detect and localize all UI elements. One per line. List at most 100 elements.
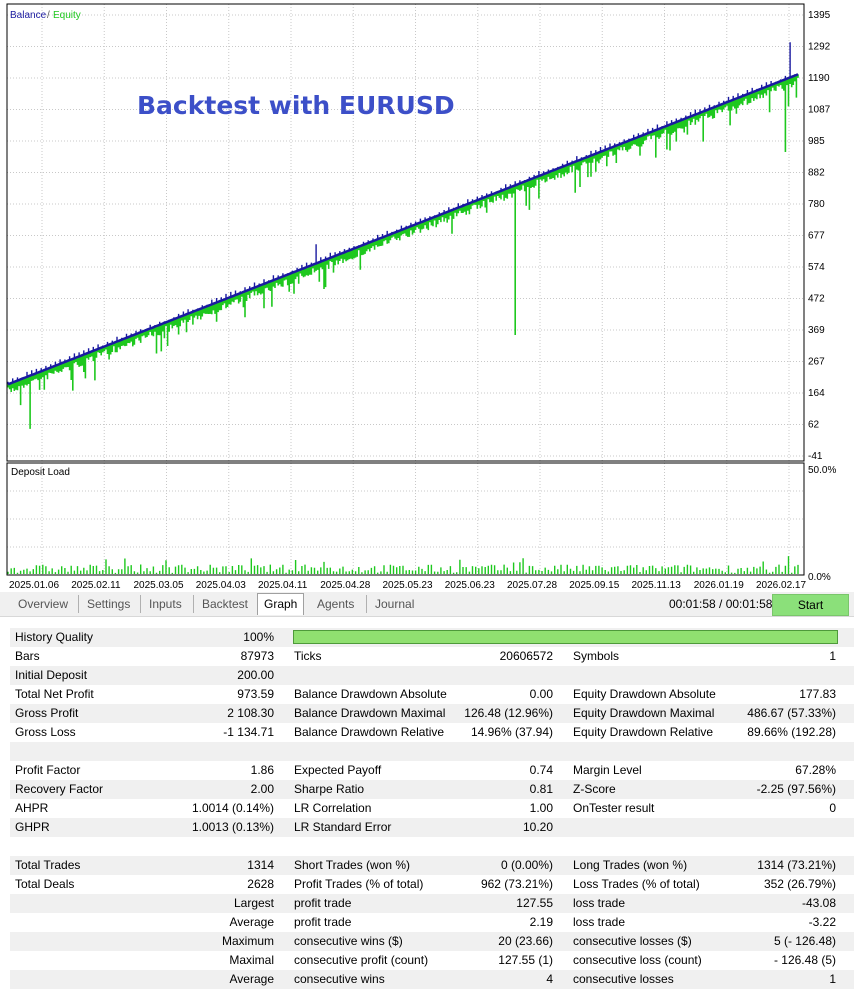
results-row: Profit Factor 1.86 Expected Payoff 0.74 Marg… <box>10 761 854 780</box>
results-row: Bars 87973 Ticks 20606572 Symbols 1 <box>10 647 854 666</box>
legend-balance: Balance <box>10 10 47 21</box>
results-row <box>10 742 854 761</box>
tab-backtest[interactable]: Backtest <box>193 595 248 613</box>
stat-label: profit trade <box>294 896 352 910</box>
tab-graph[interactable]: Graph <box>257 593 305 615</box>
stat-label: consecutive loss (count) <box>573 953 702 967</box>
tab-settings[interactable]: Settings <box>78 595 130 613</box>
deposit-grid <box>7 463 804 575</box>
tab-agents[interactable]: Agents <box>317 597 355 611</box>
backtest-chart: 1395 1292 1190 1087 985 882 780 677 574 472 369 267… <box>6 3 837 591</box>
stat-value: 89.66% (192.28) <box>747 725 836 739</box>
stat-value: 177.83 <box>799 687 836 701</box>
y-tick-label: 985 <box>808 136 825 147</box>
results-row: Maximal consecutive profit (count) 127.55 … <box>10 951 854 970</box>
stat-label: Gross Loss <box>15 725 76 739</box>
y-tick-label: 780 <box>808 199 825 210</box>
stat-label: Equity Drawdown Relative <box>573 725 714 739</box>
stat-value: 1314 (73.21%) <box>757 858 836 872</box>
results-row: Initial Deposit 200.00 <box>10 666 854 685</box>
stat-label: Equity Drawdown Maximal <box>573 706 715 720</box>
history-quality-value: 100% <box>243 630 274 644</box>
x-axis: 2025.01.06 2025.02.11 2025.03.05 2025.04.03… <box>9 580 806 591</box>
stat-value: Average <box>229 972 274 986</box>
stat-value: 2.19 <box>529 915 553 929</box>
stat-label: Loss Trades (% of total) <box>573 877 700 891</box>
stat-label: Sharpe Ratio <box>294 782 365 796</box>
y-tick-label: 369 <box>808 325 825 336</box>
stat-value: 14.96% (37.94) <box>470 725 553 739</box>
stat-value: 1314 <box>247 858 274 872</box>
y-tick-label: 1190 <box>808 73 830 84</box>
stat-value: 67.28% <box>795 763 836 777</box>
stat-value: 5 (- 126.48) <box>773 934 836 948</box>
stat-label: Balance Drawdown Maximal <box>294 706 446 720</box>
stat-value: -3.22 <box>808 915 836 929</box>
stat-label: Bars <box>15 649 40 663</box>
stat-label: Recovery Factor <box>15 782 104 796</box>
y-tick-label: 1395 <box>808 10 831 21</box>
stat-value: 127.55 <box>516 896 553 910</box>
history-quality-bar <box>293 630 838 644</box>
stat-label: Balance Drawdown Relative <box>294 725 445 739</box>
results-row: Average consecutive wins 4 consecutive loss… <box>10 970 854 989</box>
stat-value: 1.0014 (0.14%) <box>191 801 274 815</box>
balance-line <box>7 73 799 386</box>
stat-label: loss trade <box>573 915 626 929</box>
stat-value: 20606572 <box>499 649 553 663</box>
main-chart-frame <box>6 3 805 462</box>
stat-value: 962 (73.21%) <box>480 877 553 891</box>
y-tick-label: 62 <box>808 420 820 431</box>
stat-label: Initial Deposit <box>15 668 88 682</box>
stat-value: 200.00 <box>237 668 274 682</box>
stat-value: 2.00 <box>250 782 274 796</box>
stat-value: 973.59 <box>237 687 274 701</box>
y-tick-label: 574 <box>808 262 825 273</box>
results-row: Gross Loss -1 134.71 Balance Drawdown Rela… <box>10 723 854 742</box>
x-tick-label: 2025.04.03 <box>196 580 246 591</box>
equity-drawdown-marks <box>7 74 799 429</box>
stat-value: -1 134.71 <box>223 725 274 739</box>
legend-equity: Equity <box>53 10 81 21</box>
tab-inputs[interactable]: Inputs <box>140 595 182 613</box>
y-tick-label: 677 <box>808 231 825 242</box>
stat-value: 2628 <box>247 877 274 891</box>
stat-label: LR Correlation <box>294 801 372 815</box>
results-row: Largest profit trade 127.55 loss trade -43.0… <box>10 894 854 913</box>
tab-journal[interactable]: Journal <box>366 595 414 613</box>
stat-value: 10.20 <box>522 820 553 834</box>
stat-value: Maximal <box>229 953 274 967</box>
stat-label: Expected Payoff <box>294 763 382 777</box>
stat-label: Equity Drawdown Absolute <box>573 687 716 701</box>
deposit-tick-0: 0.0% <box>808 572 831 583</box>
legend-separator: / <box>47 10 50 21</box>
tab-overview[interactable]: Overview <box>18 597 69 611</box>
y-tick-label: 1087 <box>808 105 831 116</box>
stat-value: Maximum <box>221 934 274 948</box>
backtest-results: History Quality 100% Bars 87973 Ticks 20606… <box>10 628 854 989</box>
chart-grid <box>7 4 804 461</box>
stat-value: 0.81 <box>529 782 553 796</box>
stat-label: Margin Level <box>573 763 642 777</box>
elapsed-timer: 00:01:58 / 00:01:58 <box>669 597 773 611</box>
start-button[interactable]: Start <box>772 594 849 616</box>
stat-value: Largest <box>233 896 274 910</box>
overlay-title: Backtest with EURUSD <box>137 91 455 120</box>
y-tick-label: 164 <box>808 388 825 399</box>
deposit-chart-frame <box>6 462 805 576</box>
balance-series <box>7 42 799 386</box>
stat-label: Short Trades (won %) <box>294 858 411 872</box>
stat-value: 127.55 (1) <box>498 953 553 967</box>
y-tick-label: 1292 <box>808 42 831 53</box>
x-tick-label: 2025.02.11 <box>71 580 121 591</box>
stat-label: consecutive profit (count) <box>294 953 429 967</box>
y-tick-label: -41 <box>808 451 823 462</box>
stat-label: Total Net Profit <box>15 687 94 701</box>
results-table: Bars 87973 Ticks 20606572 Symbols 1 Initial De… <box>10 647 854 989</box>
stat-label: consecutive losses ($) <box>573 934 692 948</box>
stat-value: 2 108.30 <box>227 706 274 720</box>
y-axis: 1395 1292 1190 1087 985 882 780 677 574 472 369 267… <box>808 10 831 462</box>
stat-label: loss trade <box>573 896 626 910</box>
stat-value: Average <box>229 915 274 929</box>
stat-label: Balance Drawdown Absolute <box>294 687 447 701</box>
